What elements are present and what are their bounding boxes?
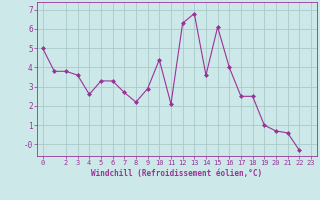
X-axis label: Windchill (Refroidissement éolien,°C): Windchill (Refroidissement éolien,°C) bbox=[91, 169, 262, 178]
